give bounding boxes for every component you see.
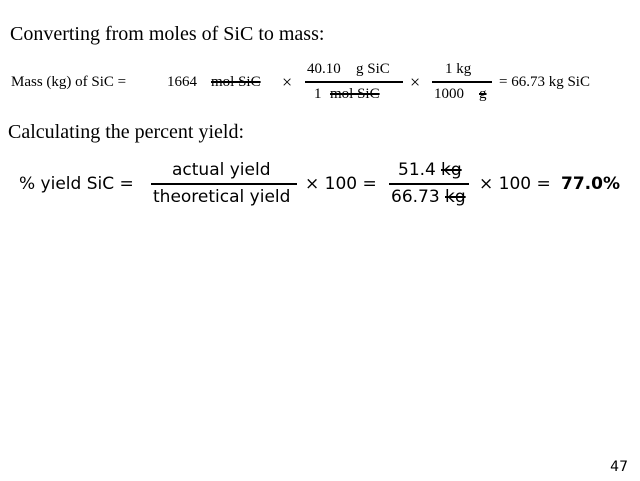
eq1-result: = 66.73 kg SiC	[499, 74, 590, 90]
eq1-moles-unit: mol SiC	[211, 74, 261, 90]
eq1-frac1-numerator-value: 40.10	[307, 61, 341, 77]
eq1-frac2-denominator-value: 1000	[434, 86, 464, 102]
equation-percent-yield: % yield SiC = actual yield theoretical y…	[0, 0, 640, 230]
equation-moles-to-mass: Mass (kg) of SiC = 1664 mol SiC × 40.10 …	[0, 0, 640, 120]
heading-converting: Converting from moles of SiC to mass:	[10, 23, 325, 45]
eq1-frac1-line	[305, 81, 403, 83]
eq2-result: 77.0%	[561, 174, 620, 194]
eq2-frac1-line	[151, 183, 297, 185]
eq2-frac2-numerator-value: 51.4	[398, 160, 436, 180]
eq2-frac2-denominator-unit: kg	[445, 187, 466, 207]
page-number: 47	[610, 459, 628, 475]
eq2-times-100-a: × 100 =	[305, 174, 377, 194]
eq1-frac2-numerator: 1 kg	[445, 61, 472, 77]
heading-percent-yield: Calculating the percent yield:	[8, 121, 245, 143]
eq1-times-2: ×	[410, 72, 421, 92]
eq1-lhs: Mass (kg) of SiC =	[11, 74, 127, 90]
eq1-frac1-numerator-unit: g SiC	[356, 61, 390, 77]
eq1-frac2-line	[432, 81, 492, 83]
eq1-moles-value: 1664	[167, 74, 197, 90]
eq2-frac2-numerator-unit: kg	[441, 160, 462, 180]
eq2-lhs: % yield SiC =	[19, 174, 134, 194]
eq1-frac1-denominator-unit: mol SiC	[330, 86, 380, 102]
eq1-frac2-denominator-unit: g	[479, 86, 487, 102]
eq1-frac1-denominator-value: 1	[314, 86, 322, 102]
eq2-times-100-b: × 100 =	[479, 174, 551, 194]
eq1-times-1: ×	[282, 72, 293, 92]
eq2-frac1-numerator: actual yield	[172, 160, 271, 180]
eq2-frac2-line	[389, 183, 469, 185]
eq2-frac2-denominator-value: 66.73	[391, 187, 440, 207]
eq2-frac1-denominator: theoretical yield	[153, 187, 291, 207]
